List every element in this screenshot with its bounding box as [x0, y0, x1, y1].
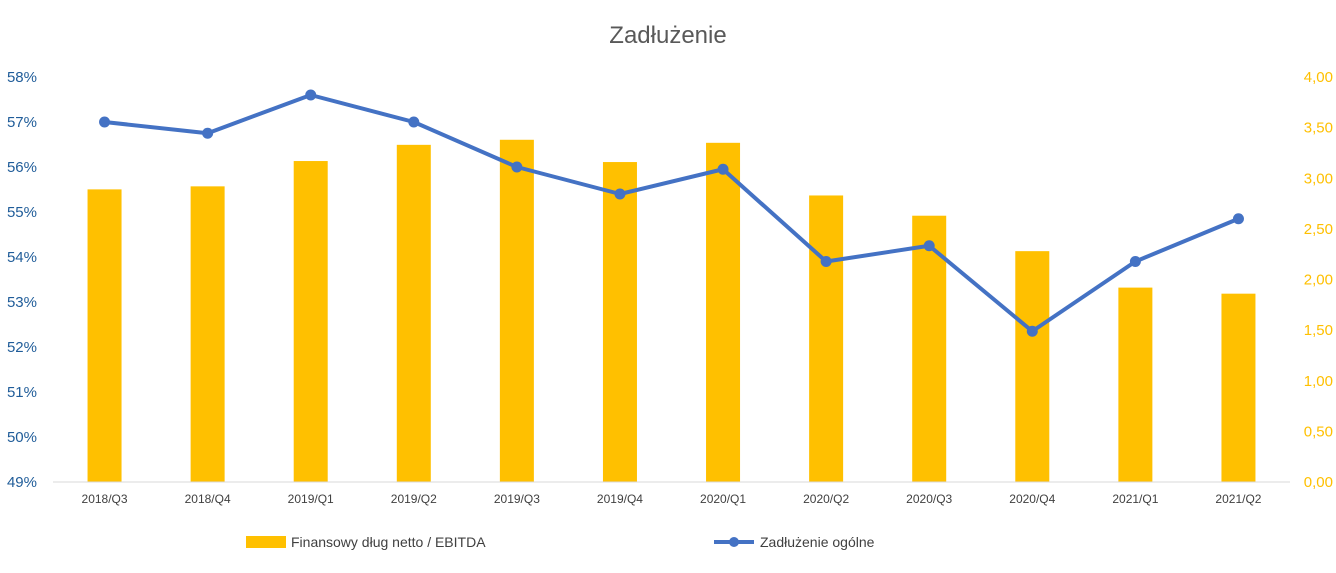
line-point	[923, 240, 935, 252]
left-tick-label: 54%	[7, 249, 37, 266]
line-point	[717, 163, 729, 175]
line-point	[614, 188, 626, 200]
x-axis-ticks: 2018/Q3 2018/Q4 2019/Q1 2019/Q2 2019/Q3 2019/…	[82, 492, 1262, 506]
bar	[396, 144, 431, 482]
line-point	[202, 127, 214, 139]
bar	[499, 139, 534, 482]
line-point	[820, 256, 832, 267]
line-point	[511, 161, 523, 173]
left-tick-label: 58%	[7, 69, 37, 86]
bar	[706, 142, 741, 482]
right-axis-ticks: 0,00 0,50 1,00 1,50 2,00 2,50 3,00 3,50 4,00	[1304, 69, 1333, 491]
line-point	[408, 116, 420, 128]
x-tick-label: 2018/Q3	[82, 492, 128, 506]
x-tick-label: 2019/Q4	[597, 492, 643, 506]
right-tick-label: 1,00	[1304, 373, 1333, 390]
x-tick-label: 2019/Q1	[288, 492, 334, 506]
right-tick-label: 0,50	[1304, 423, 1333, 440]
bar	[1015, 251, 1050, 482]
right-tick-label: 1,50	[1304, 322, 1333, 339]
left-tick-label: 53%	[7, 294, 37, 311]
x-tick-label: 2020/Q3	[906, 492, 952, 506]
line-point	[1026, 325, 1038, 337]
bar	[1221, 293, 1256, 482]
right-tick-label: 2,00	[1304, 272, 1333, 289]
bar	[190, 186, 225, 482]
bar	[809, 195, 844, 482]
legend-label-bar: Finansowy dług netto / EBITDA	[291, 534, 486, 550]
series-line	[104, 93, 1240, 334]
legend-label-line: Zadłużenie ogólne	[760, 534, 875, 550]
left-tick-label: 51%	[7, 384, 37, 401]
bar	[912, 215, 947, 482]
right-tick-label: 3,50	[1304, 120, 1333, 137]
chart-title: Zadłużenie	[609, 22, 726, 49]
line-point	[1232, 213, 1244, 225]
x-tick-label: 2020/Q1	[700, 492, 746, 506]
left-tick-label: 50%	[7, 429, 37, 446]
bar-series	[87, 139, 1256, 483]
x-tick-label: 2018/Q4	[185, 492, 231, 506]
x-tick-label: 2019/Q2	[391, 492, 437, 506]
left-tick-label: 52%	[7, 339, 37, 356]
left-tick-label: 56%	[7, 159, 37, 176]
x-tick-label: 2021/Q1	[1112, 492, 1158, 506]
line-point	[99, 116, 111, 128]
legend-swatch-bar	[246, 536, 286, 548]
line-point	[305, 89, 317, 101]
bar	[87, 189, 122, 482]
bar	[293, 161, 328, 482]
left-tick-label: 55%	[7, 204, 37, 221]
left-axis-ticks: 49% 50% 51% 52% 53% 54% 55% 56% 57% 58%	[7, 69, 37, 491]
left-tick-label: 57%	[7, 114, 37, 131]
line-point	[1129, 256, 1141, 267]
right-tick-label: 3,00	[1304, 170, 1333, 187]
legend-swatch-marker	[729, 537, 739, 547]
right-tick-label: 0,00	[1304, 474, 1333, 491]
right-tick-label: 4,00	[1304, 69, 1333, 86]
bar	[1118, 287, 1153, 482]
bar	[602, 162, 637, 483]
legend: Finansowy dług netto / EBITDA Zadłużenie…	[246, 534, 875, 550]
left-tick-label: 49%	[7, 474, 37, 491]
x-tick-label: 2020/Q4	[1009, 492, 1055, 506]
x-tick-label: 2020/Q2	[803, 492, 849, 506]
x-tick-label: 2019/Q3	[494, 492, 540, 506]
right-tick-label: 2,50	[1304, 221, 1333, 238]
line-series	[99, 89, 1244, 337]
x-tick-label: 2021/Q2	[1215, 492, 1261, 506]
